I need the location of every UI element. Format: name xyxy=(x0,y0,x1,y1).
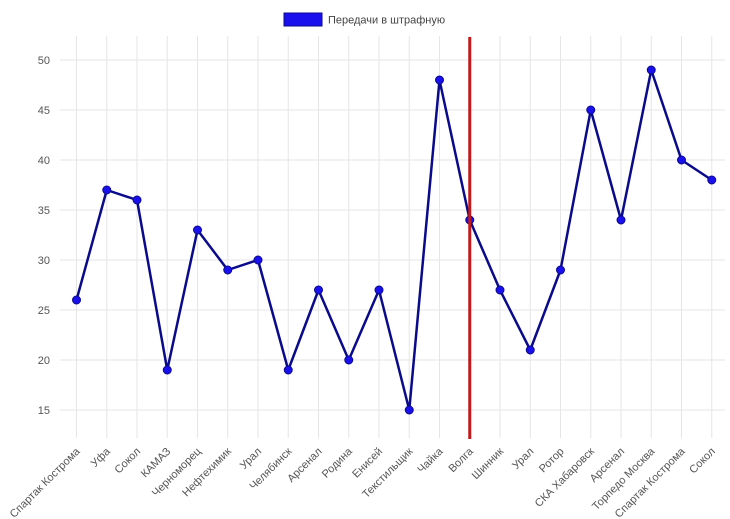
x-tick-label: Уфа xyxy=(89,445,114,470)
x-tick-label: Спартак Кострома xyxy=(8,445,83,519)
x-tick-label: Урал xyxy=(510,446,536,472)
data-point xyxy=(435,75,444,85)
x-tick-label: Чайка xyxy=(415,445,446,476)
y-tick-label: 50 xyxy=(38,55,50,67)
x-tick-label: Родина xyxy=(320,445,356,481)
y-tick-label: 35 xyxy=(38,205,50,217)
x-tick-label: Урал xyxy=(238,446,264,472)
data-point xyxy=(707,175,717,185)
y-tick-label: 15 xyxy=(38,405,50,417)
x-tick-label: Шинник xyxy=(470,446,506,482)
data-point xyxy=(102,185,112,195)
data-point xyxy=(586,105,596,115)
y-tick-label: 40 xyxy=(38,155,50,167)
data-point xyxy=(525,345,535,355)
y-gridlines xyxy=(60,59,725,411)
series-path xyxy=(75,68,713,412)
y-tick-label: 20 xyxy=(38,355,50,367)
data-point xyxy=(253,255,263,265)
data-point xyxy=(283,365,293,375)
data-point xyxy=(616,215,626,225)
data-point xyxy=(646,65,656,75)
data-point xyxy=(132,195,142,205)
data-point xyxy=(404,405,414,415)
series-points xyxy=(72,65,717,415)
y-tick-label: 30 xyxy=(38,255,50,267)
x-gridlines xyxy=(76,36,713,438)
data-point xyxy=(72,295,81,305)
legend-label: Передачи в штрафную xyxy=(328,15,445,27)
x-axis: Спартак Кострома Уфа СоколКАМАЗЧерноморецН… xyxy=(8,445,718,519)
x-tick-label: Сокол xyxy=(687,446,718,477)
data-point xyxy=(162,365,172,375)
data-point xyxy=(193,225,202,235)
data-point xyxy=(344,355,354,365)
y-axis: 15 20 25 30 35 40 45 50 xyxy=(38,55,50,417)
series-line xyxy=(75,68,713,412)
data-point xyxy=(495,285,505,295)
data-point xyxy=(374,285,384,295)
data-point xyxy=(556,265,565,275)
y-tick-label: 25 xyxy=(38,305,50,317)
data-point xyxy=(223,265,233,275)
data-point xyxy=(314,285,323,295)
data-point xyxy=(677,155,686,165)
legend-swatch xyxy=(283,12,323,27)
y-tick-label: 45 xyxy=(38,105,50,117)
legend[interactable]: Передачи в штрафную xyxy=(283,12,445,27)
